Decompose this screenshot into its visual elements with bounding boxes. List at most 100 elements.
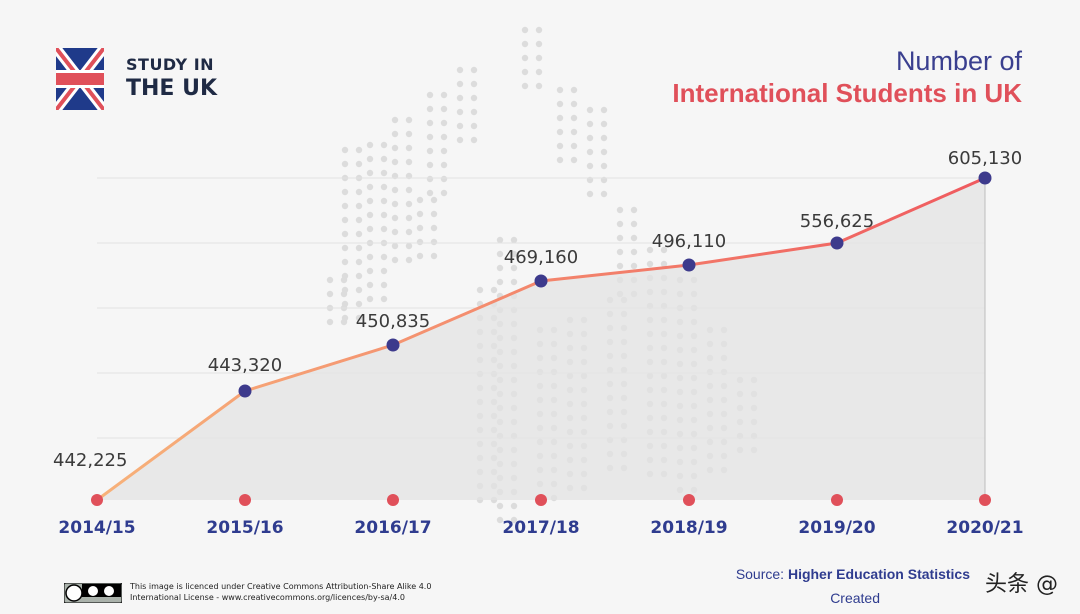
map-dot	[355, 160, 363, 168]
chart-title-line1: Number of	[895, 46, 1022, 76]
map-dot	[366, 169, 374, 177]
x-tick-label: 2019/20	[798, 518, 875, 538]
map-dot	[600, 148, 608, 156]
map-dot	[380, 295, 388, 303]
map-dot	[600, 190, 608, 198]
x-tick-label: 2014/15	[58, 518, 135, 538]
map-dot	[535, 40, 543, 48]
area-fill	[97, 178, 985, 500]
map-dot	[380, 281, 388, 289]
map-dot	[391, 200, 399, 208]
map-dot	[630, 206, 638, 214]
map-dot	[405, 228, 413, 236]
baseline-marker	[91, 494, 103, 506]
brand-line2: THE UK	[126, 76, 218, 102]
map-dot	[570, 156, 578, 164]
uk-flag-icon	[56, 48, 104, 110]
map-dot	[586, 148, 594, 156]
map-dot	[426, 105, 434, 113]
map-dot	[355, 258, 363, 266]
map-dot	[570, 114, 578, 122]
map-dot	[391, 242, 399, 250]
map-dot	[405, 144, 413, 152]
map-dot	[405, 130, 413, 138]
baseline-marker	[239, 494, 251, 506]
map-dot	[366, 295, 374, 303]
x-tick-label: 2018/19	[650, 518, 727, 538]
map-dot	[391, 186, 399, 194]
map-dot	[366, 183, 374, 191]
map-dot	[570, 86, 578, 94]
map-dot	[510, 236, 518, 244]
map-dot	[341, 258, 349, 266]
value-label: 605,130	[948, 148, 1022, 169]
map-dot	[440, 119, 448, 127]
map-dot	[430, 196, 438, 204]
map-dot	[355, 244, 363, 252]
map-dot	[600, 134, 608, 142]
x-tick-label: 2020/21	[946, 518, 1023, 538]
map-dot	[521, 54, 529, 62]
map-dot	[405, 116, 413, 124]
chart-title-line2: International Students in UK	[672, 78, 1022, 108]
license-line2: International License - www.creativecomm…	[130, 592, 405, 602]
map-dot	[380, 267, 388, 275]
baseline-marker	[831, 494, 843, 506]
map-dot	[600, 162, 608, 170]
map-dot	[470, 122, 478, 130]
value-label: 450,835	[356, 311, 430, 332]
brand-line1: STUDY IN	[126, 55, 215, 75]
map-dot	[630, 262, 638, 270]
map-dot	[380, 253, 388, 261]
map-dot	[380, 183, 388, 191]
map-dot	[556, 156, 564, 164]
map-dot	[391, 116, 399, 124]
baseline-marker	[387, 494, 399, 506]
map-dot	[430, 252, 438, 260]
map-dot	[380, 141, 388, 149]
map-dot	[416, 252, 424, 260]
map-dot	[366, 155, 374, 163]
map-dot	[416, 224, 424, 232]
map-dot	[521, 68, 529, 76]
map-dot	[426, 175, 434, 183]
license: This image is licenced under Creative Co…	[64, 582, 431, 604]
map-dot	[646, 246, 654, 254]
map-dot	[426, 119, 434, 127]
map-dot	[355, 216, 363, 224]
map-dot	[405, 242, 413, 250]
map-dot	[416, 196, 424, 204]
map-dot	[496, 264, 504, 272]
map-dot	[391, 256, 399, 264]
map-dot	[616, 248, 624, 256]
map-dot	[366, 253, 374, 261]
map-dot	[586, 120, 594, 128]
value-label: 556,625	[800, 211, 874, 232]
map-dot	[405, 256, 413, 264]
map-dot	[616, 234, 624, 242]
map-dot	[340, 276, 348, 284]
map-dot	[510, 250, 518, 258]
map-dot	[490, 286, 498, 294]
data-point	[534, 274, 548, 288]
map-dot	[456, 122, 464, 130]
value-label: 442,225	[53, 450, 127, 471]
source-name: Higher Education Statistics	[787, 566, 970, 582]
map-dot	[630, 248, 638, 256]
map-dot	[535, 54, 543, 62]
map-dot	[341, 244, 349, 252]
map-dot	[556, 128, 564, 136]
map-dot	[426, 147, 434, 155]
brand: STUDY IN THE UK	[56, 48, 217, 110]
x-tick-label: 2017/18	[502, 518, 579, 538]
map-dot	[440, 175, 448, 183]
map-dot	[391, 158, 399, 166]
source-prefix: Source:	[735, 566, 788, 582]
map-dot	[326, 318, 334, 326]
map-dot	[470, 66, 478, 74]
map-dot	[366, 141, 374, 149]
map-dot	[456, 66, 464, 74]
map-dot	[366, 281, 374, 289]
map-dot	[355, 300, 363, 308]
